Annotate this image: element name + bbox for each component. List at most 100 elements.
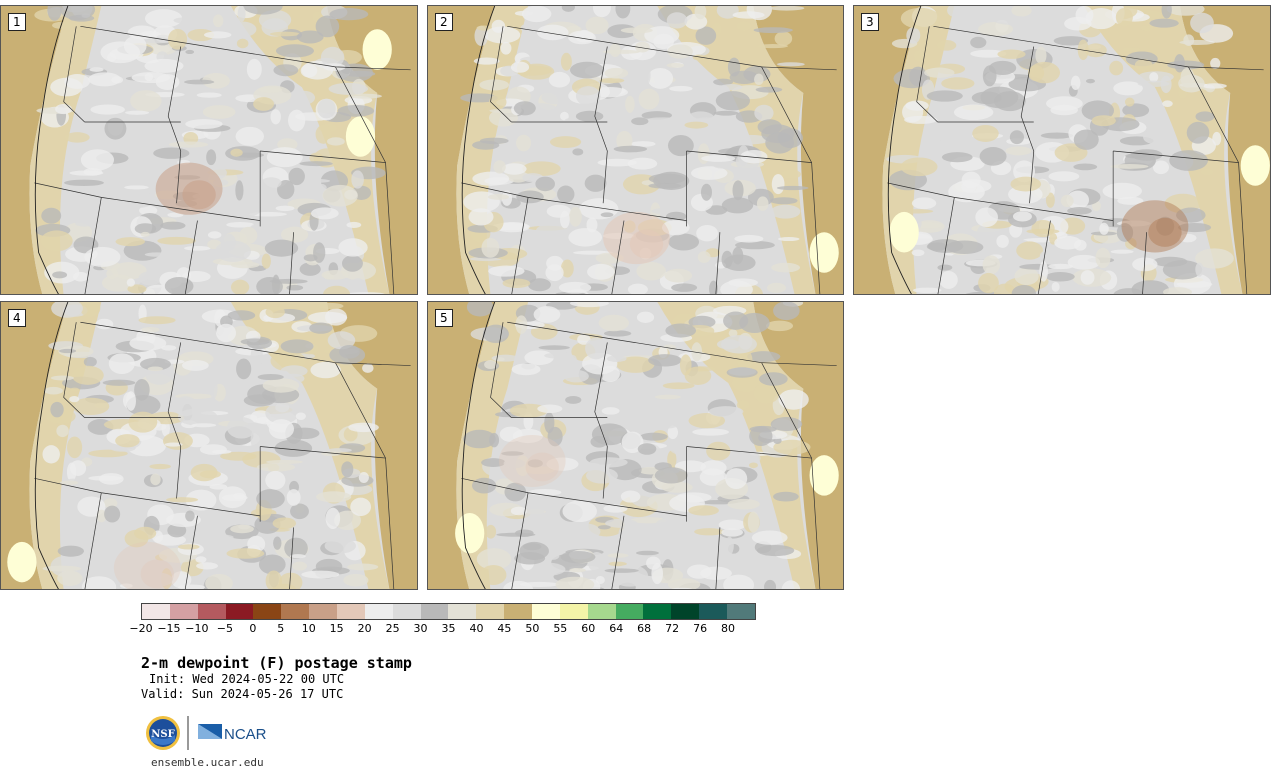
texture-blob	[168, 141, 209, 148]
texture-blob	[134, 526, 157, 540]
texture-blob	[727, 57, 741, 77]
texture-blob	[173, 17, 205, 24]
texture-blob	[600, 212, 614, 218]
map-panel-4[interactable]: 4	[0, 301, 418, 590]
texture-blob	[199, 534, 234, 541]
dewpoint-map-3	[854, 6, 1270, 294]
colorbar-swatch	[643, 604, 672, 619]
texture-blob	[696, 224, 719, 242]
texture-blob	[50, 401, 64, 418]
texture-blob	[585, 16, 609, 35]
colorbar-tick-label: 10	[301, 622, 316, 635]
texture-blob	[709, 280, 718, 294]
map-panel-2[interactable]: 2	[427, 5, 844, 295]
texture-blob	[95, 318, 114, 330]
texture-blob	[778, 389, 809, 410]
colorbar-swatch	[532, 604, 560, 619]
texture-blob	[526, 562, 566, 577]
panel-number-label: 3	[861, 13, 879, 31]
colorbar-swatch	[587, 604, 616, 619]
texture-blob	[728, 278, 758, 287]
texture-blob	[191, 423, 217, 428]
texture-blob	[735, 240, 775, 250]
map-panel-3[interactable]: 3	[853, 5, 1271, 295]
map-panel-1[interactable]: 1	[0, 5, 418, 295]
texture-blob	[262, 378, 300, 393]
texture-blob	[1113, 81, 1143, 96]
texture-blob	[979, 147, 1007, 166]
texture-blob	[206, 149, 217, 166]
texture-blob	[225, 146, 261, 161]
texture-blob	[149, 463, 171, 470]
texture-blob	[496, 532, 536, 537]
state-border	[84, 492, 102, 589]
texture-blob	[265, 306, 285, 319]
texture-blob	[749, 462, 758, 469]
texture-blob	[645, 117, 681, 123]
texture-blob	[326, 137, 345, 146]
website-url[interactable]: ensemble.ucar.edu	[151, 756, 264, 769]
texture-blob	[546, 552, 560, 560]
texture-blob	[362, 363, 374, 373]
texture-blob	[978, 21, 1014, 37]
texture-blob	[546, 457, 579, 471]
moist-patch	[362, 29, 392, 70]
colorbar-swatch	[559, 604, 588, 619]
texture-blob	[721, 335, 757, 354]
texture-blob	[489, 432, 500, 448]
colorbar-tick-label: 68	[637, 622, 652, 635]
texture-blob	[1131, 280, 1170, 294]
texture-blob	[153, 147, 190, 159]
texture-blob	[662, 382, 695, 390]
texture-blob	[912, 287, 942, 294]
texture-blob	[635, 41, 650, 53]
texture-blob	[69, 387, 80, 392]
texture-blob	[292, 90, 316, 105]
texture-blob	[627, 283, 648, 294]
texture-blob	[728, 329, 738, 338]
texture-blob	[236, 358, 252, 380]
texture-blob	[732, 11, 765, 19]
texture-blob	[476, 548, 512, 570]
texture-blob	[1009, 130, 1024, 145]
texture-blob	[606, 355, 627, 363]
texture-blob	[484, 26, 521, 44]
texture-blob	[60, 6, 96, 21]
texture-blob	[731, 373, 761, 393]
texture-blob	[563, 369, 589, 383]
texture-blob	[351, 278, 365, 288]
texture-blob	[648, 354, 682, 367]
map-panel-5[interactable]: 5	[427, 301, 844, 590]
texture-blob	[142, 37, 171, 44]
texture-blob	[338, 238, 368, 257]
texture-blob	[651, 208, 677, 215]
state-border	[289, 232, 294, 294]
texture-blob	[667, 134, 694, 157]
colorbar-swatch	[364, 604, 393, 619]
texture-blob	[1162, 260, 1203, 280]
coastal-moist-region	[428, 6, 495, 294]
texture-blob	[701, 155, 736, 162]
texture-blob	[481, 458, 506, 467]
texture-blob	[130, 90, 162, 112]
texture-blob	[557, 185, 575, 203]
texture-blob	[562, 118, 575, 139]
texture-blob	[706, 441, 731, 461]
state-border	[715, 527, 721, 589]
colorbar-swatch	[504, 604, 533, 619]
texture-blob	[510, 506, 527, 516]
texture-blob	[521, 6, 552, 23]
texture-blob	[1045, 192, 1055, 208]
texture-blob	[770, 204, 801, 219]
texture-blob	[996, 234, 1009, 248]
texture-blob	[611, 564, 649, 587]
texture-blob	[595, 576, 605, 585]
texture-blob	[280, 365, 308, 377]
moist-patch	[345, 116, 376, 157]
texture-blob	[317, 98, 336, 119]
texture-blob	[300, 64, 318, 78]
texture-blob	[1195, 248, 1234, 269]
texture-blob	[648, 182, 682, 189]
texture-blob	[723, 574, 755, 589]
colorbar-swatch	[225, 604, 254, 619]
